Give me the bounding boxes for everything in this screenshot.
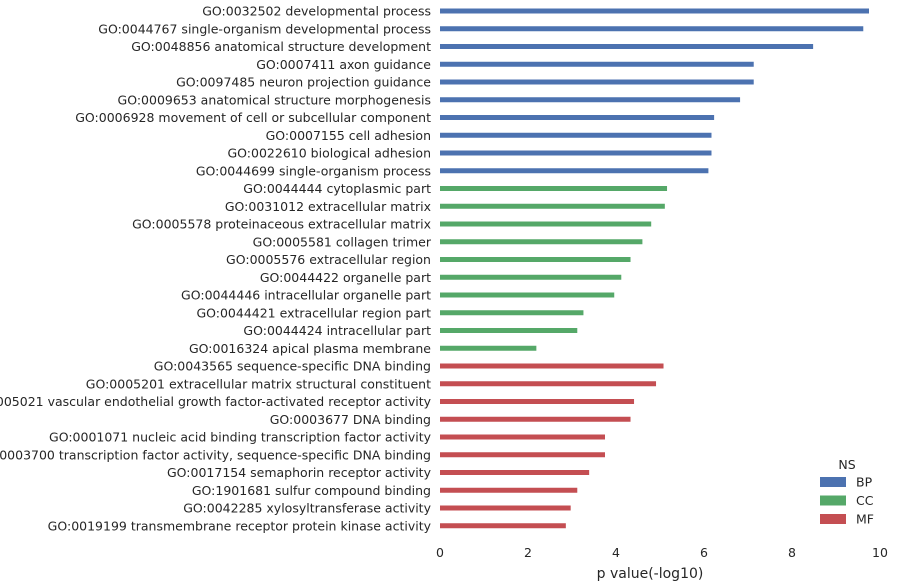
bar-bp	[440, 44, 814, 49]
legend-title: NS	[838, 457, 855, 472]
category-label: GO:0044424 intracellular part	[243, 323, 431, 338]
x-axis-title: p value(-log10)	[597, 566, 704, 582]
category-label: GO:0044446 intracellular organelle part	[181, 288, 431, 303]
bar-cc	[440, 292, 615, 298]
category-label: GO:0003700 transcription factor activity…	[0, 447, 431, 462]
category-label: GO:0032502 developmental process	[202, 4, 431, 19]
bar-mf	[440, 505, 571, 511]
category-label: GO:0044767 single-organism developmental…	[98, 21, 431, 36]
category-label: GO:0007411 axon guidance	[256, 57, 431, 72]
x-tick-label: 2	[524, 545, 532, 560]
bar-mf	[440, 470, 590, 475]
legend-swatch-bp	[820, 477, 846, 487]
bar-bp	[440, 150, 712, 156]
category-label: GO:0043565 sequence-specific DNA binding	[154, 359, 431, 374]
bar-mf	[440, 452, 605, 458]
category-labels: GO:0032502 developmental process GO:00447…	[0, 4, 432, 534]
bar-mf	[440, 487, 578, 493]
bar-cc	[440, 186, 668, 191]
bar-mf	[440, 381, 657, 387]
x-tick-label: 0	[436, 545, 444, 560]
category-label: GO:0044421 extracellular region part	[196, 305, 431, 320]
bar-bp	[440, 97, 741, 103]
category-label: GO:0017154 semaphorin receptor activity	[167, 465, 432, 480]
bars-group	[440, 8, 869, 529]
bar-mf	[440, 416, 631, 422]
category-label: GO:0001071 nucleic acid binding transcri…	[49, 430, 432, 445]
legend-label-bp: BP	[856, 475, 873, 490]
bar-bp	[440, 79, 754, 85]
category-label: GO:0048856 anatomical structure developm…	[131, 39, 431, 54]
bar-bp	[440, 115, 715, 120]
bar-cc	[440, 239, 643, 245]
bar-mf	[440, 363, 664, 369]
category-label: GO:0003677 DNA binding	[270, 412, 431, 427]
x-axis-ticks: 0 2 4 6 8 10	[436, 545, 888, 560]
category-label: GO:0006928 movement of cell or subcellul…	[75, 110, 431, 125]
bar-cc	[440, 328, 578, 333]
legend-items: BP CC MF	[820, 475, 874, 527]
category-label: GO:0005581 collagen trimer	[253, 234, 432, 249]
category-label: GO:0016324 apical plasma membrane	[189, 341, 431, 356]
bar-cc	[440, 203, 665, 209]
bar-cc	[440, 257, 631, 262]
legend: NS BP CC MF	[820, 457, 874, 527]
bar-cc	[440, 310, 584, 316]
category-label: GO:0031012 extracellular matrix	[225, 199, 431, 214]
bar-bp	[440, 26, 864, 32]
legend-label-cc: CC	[856, 493, 874, 508]
category-label: GO:0005576 extracellular region	[226, 252, 431, 267]
legend-label-mf: MF	[856, 512, 874, 527]
category-label: GO:0044444 cytoplasmic part	[243, 181, 431, 196]
category-label: GO:0097485 neuron projection guidance	[176, 75, 431, 90]
bar-mf	[440, 434, 605, 440]
bar-bp	[440, 168, 709, 174]
category-label: GO:0022610 biological adhesion	[228, 146, 432, 161]
bar-mf	[440, 523, 566, 529]
bar-cc	[440, 345, 537, 351]
category-label: GO:0005578 proteinaceous extracellular m…	[132, 217, 431, 232]
bar-cc	[440, 274, 622, 280]
x-tick-label: 10	[872, 545, 888, 560]
category-label: GO:0005021 vascular endothelial growth f…	[0, 394, 432, 409]
category-label: GO:0044422 organelle part	[260, 270, 431, 285]
x-tick-label: 4	[612, 545, 620, 560]
category-label: GO:0007155 cell adhesion	[266, 128, 431, 143]
category-label: GO:0042285 xylosyltransferase activity	[183, 501, 431, 516]
legend-swatch-mf	[820, 514, 846, 524]
legend-swatch-cc	[820, 495, 846, 506]
category-label: GO:0005201 extracellular matrix structur…	[86, 376, 431, 391]
bar-bp	[440, 8, 869, 14]
category-label: GO:0019199 transmembrane receptor protei…	[48, 518, 432, 533]
bar-cc	[440, 221, 652, 227]
category-label: GO:1901681 sulfur compound binding	[192, 483, 431, 498]
x-tick-label: 6	[700, 545, 708, 560]
category-label: GO:0009653 anatomical structure morphoge…	[118, 92, 431, 107]
x-tick-label: 8	[788, 545, 796, 560]
bar-bp	[440, 61, 754, 67]
bar-mf	[440, 399, 635, 404]
category-label: GO:0044699 single-organism process	[196, 163, 431, 178]
bar-bp	[440, 132, 712, 138]
